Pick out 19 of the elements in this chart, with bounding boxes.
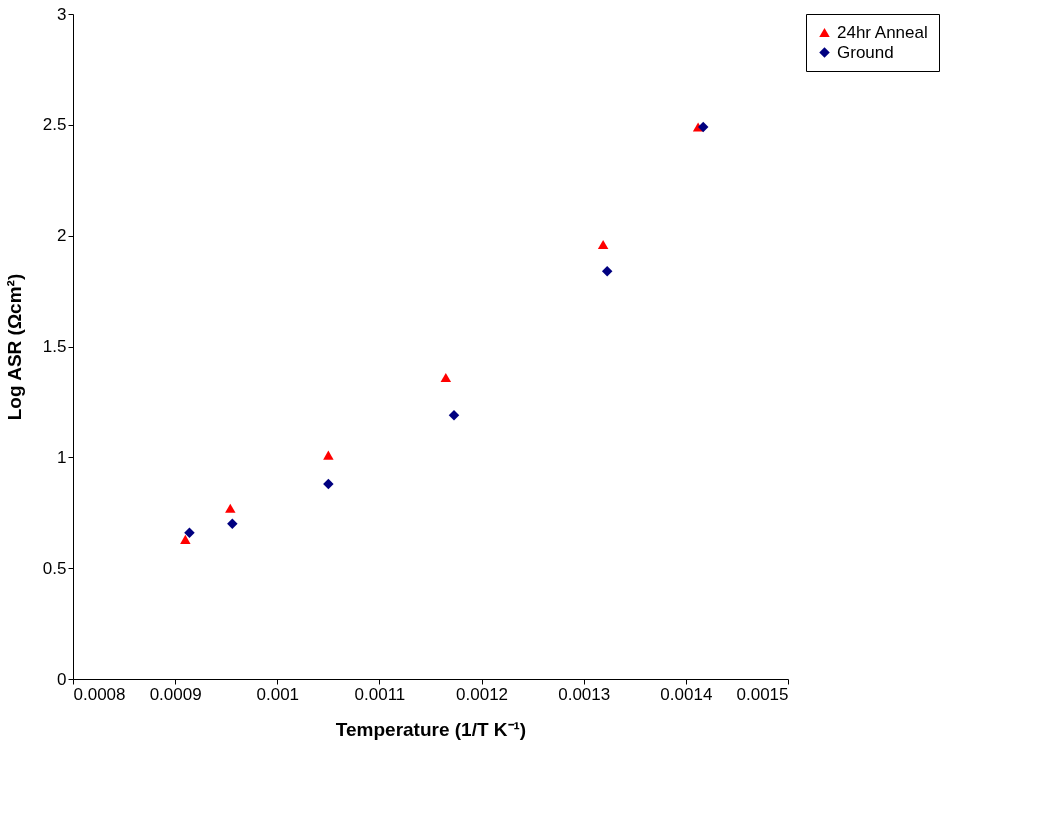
- x-tick-label: 0.001: [256, 684, 300, 704]
- y-tick-label: 0.5: [42, 558, 67, 578]
- y-tick-label: 3: [57, 4, 67, 24]
- x-tick-label: 0.0014: [660, 684, 713, 704]
- legend-label: 24hr Anneal: [837, 22, 928, 42]
- legend-label: Ground: [837, 42, 894, 62]
- x-tick-label: 0.0013: [558, 684, 611, 704]
- y-tick-label: 1.5: [42, 337, 67, 356]
- y-tick-label: 0: [57, 669, 67, 689]
- y-tick-label: 2.5: [42, 115, 67, 135]
- y-axis-title: Log ASR (Ωcm²): [3, 273, 25, 421]
- y-tick-label: 2: [57, 226, 67, 246]
- y-tick-label: 1: [57, 447, 67, 467]
- x-tick-label: 0.0009: [149, 684, 202, 704]
- x-tick-label: 0.0012: [456, 684, 509, 704]
- x-tick-label: 0.0008: [73, 684, 126, 704]
- x-axis-title: Temperature (1/T K⁻¹): [335, 718, 527, 740]
- x-tick-label: 0.0015: [736, 684, 789, 704]
- x-tick-label: 0.0011: [354, 684, 406, 704]
